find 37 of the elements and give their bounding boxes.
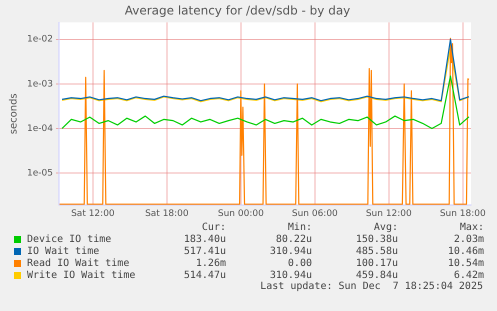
text: 485.58u xyxy=(354,246,398,256)
text: 100.17u xyxy=(354,258,398,268)
text: 310.94u xyxy=(268,270,312,280)
text: 80.22u xyxy=(274,234,312,244)
y-axis-title: seconds xyxy=(8,93,20,134)
text: 6.42m xyxy=(452,270,484,280)
x-tick-label: Sun 12:00 xyxy=(366,208,412,219)
x-tick-label: Sat 18:00 xyxy=(145,208,189,219)
legend-label: Read IO Wait time xyxy=(27,258,130,268)
y-tick-label: 1e-05 xyxy=(26,168,53,178)
legend-label: IO Wait time xyxy=(27,246,100,256)
x-tick-label: Sun 00:00 xyxy=(218,208,264,219)
text: 514.47u xyxy=(182,270,226,280)
x-tick-label: Sun 06:00 xyxy=(292,208,338,219)
text: 183.40u xyxy=(182,234,226,244)
legend-label: Device IO time xyxy=(27,234,112,244)
text: 459.84u xyxy=(354,270,398,280)
text: 150.38u xyxy=(354,234,398,244)
text: 310.94u xyxy=(268,246,312,256)
text: 2.03m xyxy=(452,234,484,244)
y-tick-label: 1e-02 xyxy=(26,34,53,45)
text: 517.41u xyxy=(182,246,226,256)
legend-label: Write IO Wait time xyxy=(27,270,136,280)
text: 0.00 xyxy=(286,258,312,268)
y-tick-label: 1e-03 xyxy=(26,79,53,90)
text: Last update: Sun Dec 7 18:25:04 2025 xyxy=(259,281,484,292)
chart-title: Average latency for /dev/sdb - by day xyxy=(124,3,350,18)
x-tick-label: Sun 18:00 xyxy=(440,208,486,219)
x-tick-label: Sat 12:00 xyxy=(71,208,115,219)
text: 10.46m xyxy=(446,246,484,256)
text: Max: xyxy=(458,222,484,233)
text: Avg: xyxy=(372,222,398,233)
text: Cur: xyxy=(200,222,226,233)
text: Min: xyxy=(286,222,312,233)
text: 1.26m xyxy=(194,258,226,268)
y-tick-label: 1e-04 xyxy=(26,124,54,134)
text: 10.54m xyxy=(446,258,484,268)
